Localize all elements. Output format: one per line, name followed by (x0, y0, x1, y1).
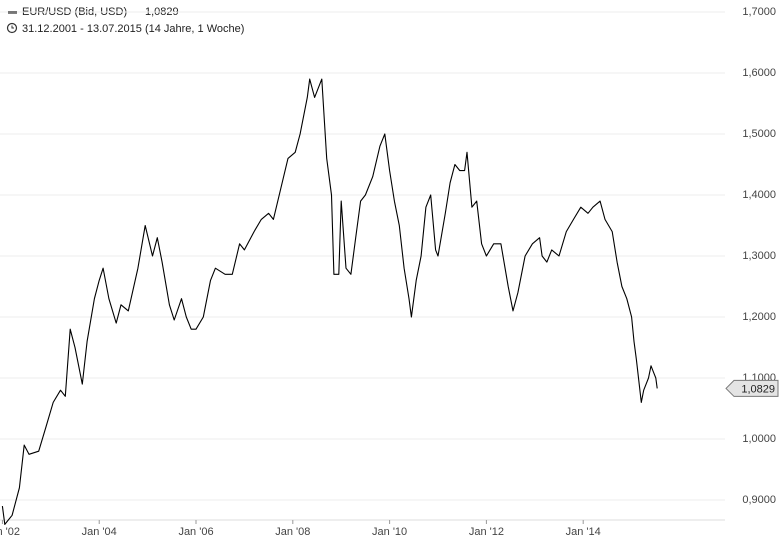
x-tick-label: Jan '10 (372, 526, 407, 538)
y-tick-label: 1,5000 (742, 128, 776, 140)
y-tick-label: 1,2000 (742, 311, 776, 323)
clock-icon (6, 22, 18, 34)
x-tick-label: Jan '12 (469, 526, 504, 538)
x-tick-label: Jan '14 (566, 526, 601, 538)
last-value-tag (725, 379, 779, 397)
y-tick-label: 1,0000 (742, 433, 776, 445)
subtitle: 31.12.2001 - 13.07.2015 (14 Jahre, 1 Woc… (22, 23, 244, 35)
y-tick-label: 1,6000 (742, 67, 776, 79)
y-tick-label: 0,9000 (742, 494, 776, 506)
y-tick-label: 1,7000 (742, 6, 776, 18)
clock-hands (11, 25, 14, 29)
x-tick-label: Jan '02 (0, 526, 20, 538)
x-tick-label: Jan '04 (82, 526, 117, 538)
y-tick-label: 1,3000 (742, 250, 776, 262)
x-tick-label: Jan '06 (178, 526, 213, 538)
y-tick-label: 1,4000 (742, 189, 776, 201)
last-value-label: 1,0829 (741, 383, 775, 395)
price-line (1, 78, 658, 525)
x-tick-label: Jan '08 (275, 526, 310, 538)
